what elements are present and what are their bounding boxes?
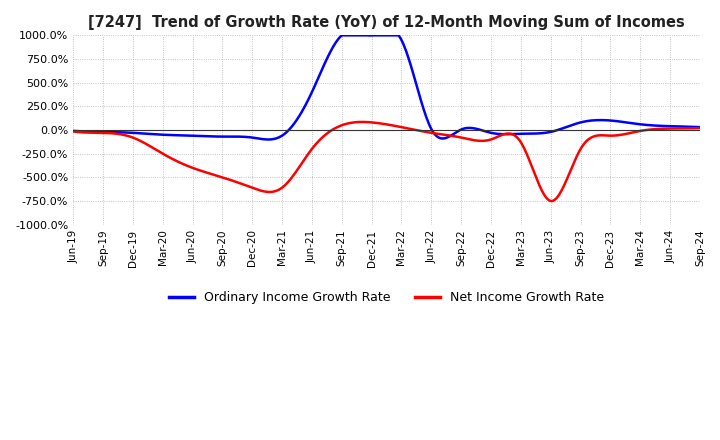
- Net Income Growth Rate: [372, 120, 380, 125]
- Ordinary Income Growth Rate: [373, 33, 382, 38]
- Title: [7247]  Trend of Growth Rate (YoY) of 12-Month Moving Sum of Incomes: [7247] Trend of Growth Rate (YoY) of 12-…: [88, 15, 685, 30]
- Net Income Growth Rate: [683, 126, 692, 131]
- Net Income Growth Rate: [585, 136, 594, 141]
- Ordinary Income Growth Rate: [264, 137, 272, 142]
- Net Income Growth Rate: [409, 127, 418, 132]
- Net Income Growth Rate: [547, 198, 556, 204]
- Net Income Growth Rate: [696, 125, 704, 131]
- Legend: Ordinary Income Growth Rate, Net Income Growth Rate: Ordinary Income Growth Rate, Net Income …: [163, 286, 609, 309]
- Ordinary Income Growth Rate: [683, 124, 692, 129]
- Ordinary Income Growth Rate: [696, 125, 704, 130]
- Ordinary Income Growth Rate: [444, 134, 453, 139]
- Net Income Growth Rate: [69, 129, 78, 134]
- Ordinary Income Growth Rate: [338, 33, 346, 38]
- Line: Net Income Growth Rate: Net Income Growth Rate: [73, 122, 700, 201]
- Net Income Growth Rate: [368, 120, 377, 125]
- Line: Ordinary Income Growth Rate: Ordinary Income Growth Rate: [73, 35, 700, 139]
- Ordinary Income Growth Rate: [410, 77, 419, 82]
- Ordinary Income Growth Rate: [585, 118, 594, 123]
- Ordinary Income Growth Rate: [69, 128, 78, 134]
- Net Income Growth Rate: [444, 132, 452, 138]
- Net Income Growth Rate: [358, 119, 366, 125]
- Ordinary Income Growth Rate: [369, 33, 378, 38]
